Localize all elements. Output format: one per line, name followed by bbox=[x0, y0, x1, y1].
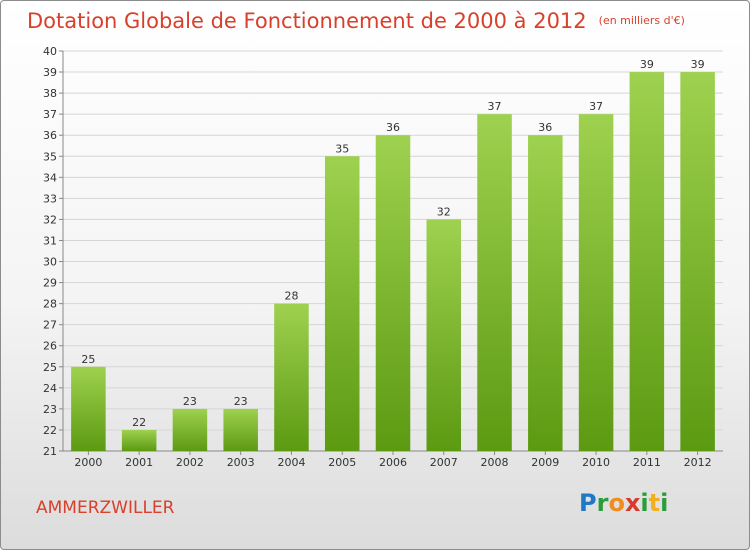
bar-2011 bbox=[629, 72, 665, 451]
y-tick-label: 40 bbox=[43, 45, 57, 58]
bar-value-label: 39 bbox=[640, 58, 654, 71]
bar-2009 bbox=[528, 135, 563, 452]
bar-value-label: 25 bbox=[81, 353, 95, 366]
x-tick-label: 2010 bbox=[582, 456, 610, 469]
y-tick-label: 34 bbox=[43, 171, 57, 184]
bar-value-label: 22 bbox=[132, 416, 146, 429]
bar-value-label: 23 bbox=[183, 395, 197, 408]
chart-title: Dotation Globale de Fonctionnement de 20… bbox=[27, 9, 685, 33]
bar-2001 bbox=[121, 429, 157, 451]
x-tick-label: 2002 bbox=[176, 456, 204, 469]
bar-2004 bbox=[274, 303, 309, 451]
y-tick-label: 35 bbox=[43, 150, 57, 163]
bar-value-label: 32 bbox=[437, 205, 451, 218]
y-tick-label: 27 bbox=[43, 319, 57, 332]
bar-2005 bbox=[324, 156, 360, 451]
bar-value-label: 37 bbox=[488, 100, 502, 113]
y-tick-label: 38 bbox=[43, 87, 57, 100]
bar-2012 bbox=[680, 72, 715, 451]
y-tick-label: 21 bbox=[43, 445, 57, 458]
town-name: AMMERZWILLER bbox=[36, 498, 175, 518]
chart-subtitle: (en milliers d'€) bbox=[598, 14, 685, 27]
bar-2007 bbox=[426, 219, 462, 451]
y-tick-label: 25 bbox=[43, 361, 57, 374]
y-tick-label: 29 bbox=[43, 277, 57, 290]
proxiti-logo[interactable]: Proxiti bbox=[579, 489, 669, 517]
x-tick-label: 2007 bbox=[430, 456, 458, 469]
x-tick-label: 2008 bbox=[481, 456, 509, 469]
y-tick-label: 30 bbox=[43, 256, 57, 269]
bar-value-label: 36 bbox=[386, 121, 400, 134]
bar-2008 bbox=[477, 114, 512, 451]
y-tick-label: 23 bbox=[43, 403, 57, 416]
bar-2002 bbox=[172, 408, 208, 451]
bar-2010 bbox=[578, 114, 614, 451]
y-tick-label: 24 bbox=[43, 382, 57, 395]
y-tick-label: 36 bbox=[43, 129, 57, 142]
bar-value-label: 28 bbox=[284, 290, 298, 303]
x-tick-label: 2012 bbox=[684, 456, 712, 469]
bar-value-label: 23 bbox=[234, 395, 248, 408]
bars: 25 22 23 23 28 35 36 32 37 36 37 39 39 bbox=[71, 58, 715, 452]
y-tick-label: 26 bbox=[43, 340, 57, 353]
y-tick-label: 32 bbox=[43, 213, 57, 226]
bar-2003 bbox=[223, 408, 258, 451]
x-tick-label: 2011 bbox=[633, 456, 661, 469]
bar-value-label: 37 bbox=[589, 100, 603, 113]
x-tick-label: 2003 bbox=[227, 456, 255, 469]
x-tick-label: 2005 bbox=[328, 456, 356, 469]
y-tick-label: 22 bbox=[43, 424, 57, 437]
bar-value-label: 39 bbox=[691, 58, 705, 71]
x-tick-label: 2006 bbox=[379, 456, 407, 469]
y-tick-label: 39 bbox=[43, 66, 57, 79]
y-tick-label: 37 bbox=[43, 108, 57, 121]
x-tick-label: 2009 bbox=[531, 456, 559, 469]
y-tick-label: 28 bbox=[43, 298, 57, 311]
x-axis-labels: 2000 2001 2002 2003 2004 2005 2006 2007 2008 2009… bbox=[74, 451, 712, 469]
x-tick-label: 2004 bbox=[277, 456, 305, 469]
y-tick-label: 33 bbox=[43, 192, 57, 205]
bar-2000 bbox=[71, 366, 106, 451]
bar-value-label: 35 bbox=[335, 142, 349, 155]
x-tick-label: 2001 bbox=[125, 456, 153, 469]
bar-2006 bbox=[375, 135, 411, 452]
y-tick-label: 31 bbox=[43, 234, 57, 247]
chart-title-text: Dotation Globale de Fonctionnement de 20… bbox=[27, 9, 587, 33]
bar-value-label: 36 bbox=[538, 121, 552, 134]
x-tick-label: 2000 bbox=[74, 456, 102, 469]
